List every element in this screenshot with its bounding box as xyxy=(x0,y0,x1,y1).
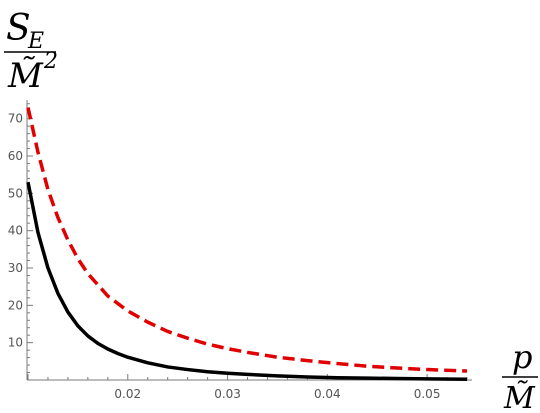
x-label-denominator: M̃ xyxy=(503,381,536,413)
x-tick-label: 0.03 xyxy=(214,387,241,401)
y-label-numerator-subscript: E xyxy=(27,29,44,54)
x-label-numerator: p xyxy=(512,338,532,376)
y-tick-label: 50 xyxy=(8,186,23,200)
y-tick-label: 10 xyxy=(8,336,23,350)
plot-area xyxy=(26,107,468,381)
x-tick-label: 0.04 xyxy=(314,387,341,401)
y-tick-label: 40 xyxy=(8,224,23,238)
y-tick-label: 60 xyxy=(8,149,23,163)
series-line-dashed xyxy=(26,107,468,373)
y-label-denominator-superscript: 2 xyxy=(43,49,58,74)
x-axis-label: p M̃ xyxy=(502,338,538,413)
axes: 0.02 0.03 0.04 0.05 10 20 30 40 50 60 70 xyxy=(8,100,472,401)
y-axis-label: S E M̃ 2 xyxy=(4,8,58,96)
series-line-solid xyxy=(26,181,468,381)
x-tick-label: 0.02 xyxy=(114,387,141,401)
y-label-numerator: S xyxy=(6,8,31,49)
x-tick-label: 0.05 xyxy=(414,387,441,401)
y-label-denominator: M̃ xyxy=(7,56,44,96)
y-tick-label: 30 xyxy=(8,261,23,275)
y-tick-label: 70 xyxy=(8,112,23,126)
y-tick-label: 20 xyxy=(8,298,23,312)
